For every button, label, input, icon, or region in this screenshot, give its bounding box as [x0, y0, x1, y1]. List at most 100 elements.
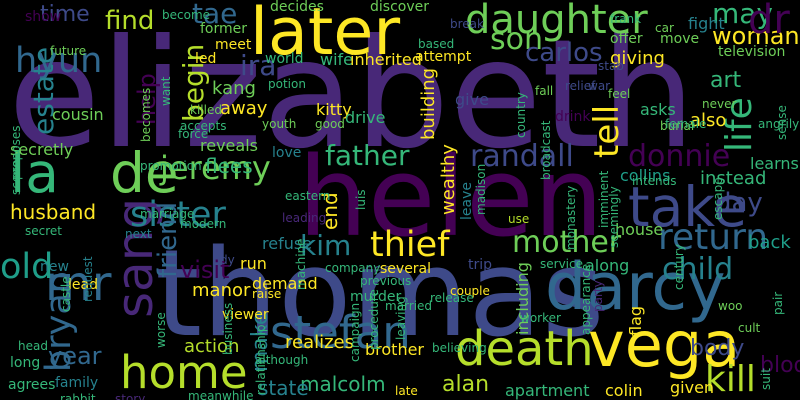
word-death: death: [455, 321, 594, 377]
word-worse: worse: [154, 312, 168, 348]
word-dy: dy: [220, 253, 235, 267]
word-return: return: [658, 217, 769, 258]
word-stefan: stefan: [270, 306, 411, 359]
word-given: given: [670, 378, 715, 397]
word-new: new: [40, 259, 69, 275]
word-collins: collins: [620, 166, 671, 185]
word-country: country: [514, 92, 528, 138]
word-flag: flag: [626, 305, 645, 336]
word-vega: vega: [588, 308, 741, 381]
word-building: building: [418, 67, 439, 140]
word-good: good: [315, 117, 345, 131]
word-cult: cult: [738, 321, 761, 335]
word-de: de: [110, 141, 179, 205]
word-future: future: [50, 44, 87, 58]
word-use: use: [508, 212, 530, 226]
word-inherited: inherited: [350, 50, 422, 69]
word-head: head: [18, 339, 48, 353]
word-want: want: [159, 76, 173, 106]
word-never: never: [702, 97, 737, 111]
word-house: house: [615, 220, 664, 239]
word-refuse: refuse: [262, 234, 313, 253]
word-colin: colin: [605, 381, 643, 400]
word-instead: instead: [700, 168, 767, 189]
word-state: state: [258, 376, 309, 400]
word-madison: madison: [474, 163, 488, 215]
word-manor: manor: [192, 280, 251, 301]
word-late: late: [395, 384, 418, 398]
word-love: love: [272, 145, 302, 161]
word-woo: woo: [718, 299, 743, 313]
word-long: long: [10, 355, 41, 371]
word-killed: killed: [190, 103, 222, 117]
word-also: also: [690, 110, 727, 131]
word-although: although: [255, 353, 309, 367]
word-attempt: attempt: [415, 49, 472, 65]
word-offer: offer: [610, 31, 643, 47]
word-trip: trip: [468, 257, 493, 273]
word-female: female: [665, 117, 707, 131]
word-alan: alan: [442, 372, 490, 397]
word-thomas: thomas: [155, 225, 605, 364]
word-husband: husband: [10, 200, 97, 224]
word-tell: tell: [587, 104, 627, 158]
word-give: give: [455, 90, 489, 109]
word-decides: decides: [270, 0, 324, 15]
word-day: day: [715, 188, 763, 218]
word-randall: randall: [470, 139, 574, 174]
word-kang: kang: [212, 78, 256, 99]
word-leaving: leaving: [394, 296, 408, 340]
word-helen: helen: [298, 133, 604, 261]
word-apartment: apartment: [505, 381, 590, 400]
word-giving: giving: [610, 48, 665, 69]
word-old: old: [0, 247, 54, 287]
word-body: body: [690, 336, 745, 361]
word-year: year: [48, 342, 102, 370]
word-action: action: [184, 336, 240, 357]
word-time: time: [40, 2, 90, 27]
word-murder: murder: [350, 289, 402, 305]
word-kitty: kitty: [316, 100, 352, 119]
word-secretly: secretly: [10, 140, 74, 159]
word-carlos: carlos: [525, 38, 603, 68]
word-hyun: hyun: [15, 41, 103, 81]
word-away: away: [220, 98, 268, 119]
word-party: party: [591, 280, 605, 312]
word-kim: kim: [300, 229, 352, 262]
word-lead: lead: [68, 277, 98, 293]
word-frank: frank: [610, 12, 642, 26]
word-son: son: [490, 22, 543, 57]
word-fall: fall: [535, 84, 554, 98]
word-agrees: agrees: [8, 377, 56, 393]
word-reveals: reveals: [200, 136, 258, 155]
word-break: break: [450, 17, 484, 31]
word-castle: castle: [59, 276, 73, 312]
word-wealthy: wealthy: [438, 144, 459, 215]
word-scene: scene: [9, 159, 23, 195]
word-secret: secret: [25, 224, 62, 238]
word-tae: tae: [192, 0, 238, 30]
word-stab: stab: [598, 59, 624, 73]
word-find: find: [105, 6, 155, 36]
word-woman: woman: [712, 22, 800, 50]
word-war: war: [588, 79, 611, 93]
word-kill: kill: [705, 359, 756, 400]
word-brother: brother: [365, 340, 425, 359]
word-learns: learns: [750, 154, 799, 173]
word-fight: fight: [688, 14, 725, 33]
word-business: business: [221, 302, 235, 355]
word-sister: sister: [130, 195, 226, 235]
word-darcy: darcy: [545, 250, 726, 325]
word-escape: escape: [711, 177, 725, 220]
word-procedure: procedure: [367, 289, 381, 350]
word-story: story: [115, 392, 146, 400]
word-show: show: [25, 9, 62, 25]
word-back: back: [748, 232, 791, 253]
word-flees: flees: [205, 154, 253, 178]
word-mr: mr: [45, 256, 112, 312]
word-cousin: cousin: [52, 105, 104, 124]
word-daughter: daughter: [465, 0, 648, 43]
word-feel: feel: [608, 87, 631, 101]
word-child: child: [662, 252, 734, 287]
